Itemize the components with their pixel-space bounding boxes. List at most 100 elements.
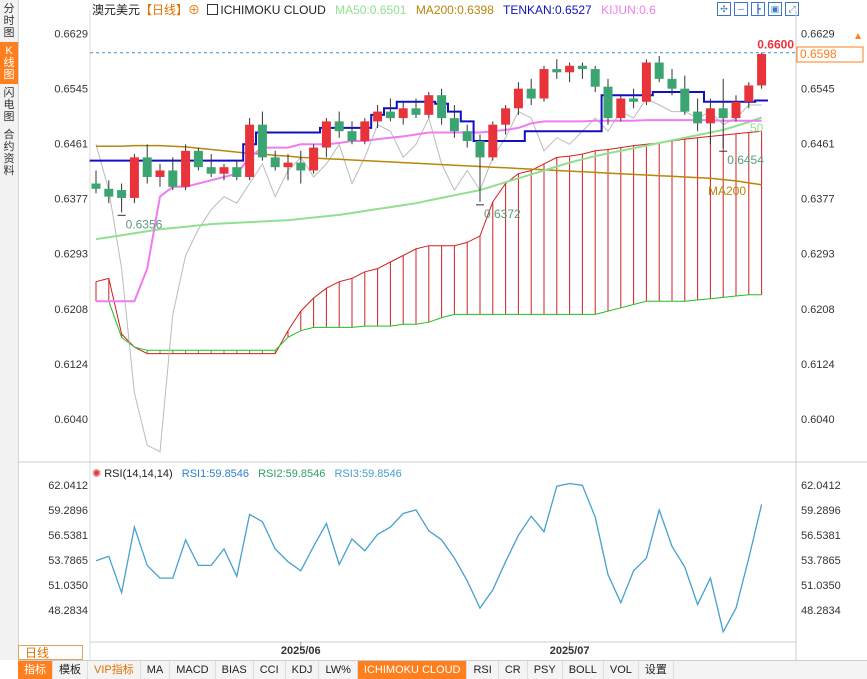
candle-body — [321, 121, 331, 148]
candle-body — [552, 69, 562, 73]
price-tick-left: 0.6629 — [54, 29, 88, 41]
candle-body — [513, 88, 523, 109]
period-selector[interactable]: 日线 — [18, 645, 83, 660]
candle-body — [641, 62, 651, 102]
sidebar-tab-2[interactable]: 闪电图 — [3, 87, 15, 123]
candle-body — [385, 111, 395, 119]
indicator-tab-cci[interactable]: CCI — [254, 661, 286, 679]
price-tick-left: 0.6461 — [54, 139, 88, 151]
candle-body — [437, 95, 447, 119]
tenkan-line — [89, 90, 768, 162]
candle-body — [309, 147, 319, 171]
rsi-gear-icon[interactable]: ✺ — [92, 468, 102, 480]
price-chart[interactable]: 0.6629 0.6629 0.6545 0.6545 0.6461 0.6461 0.63… — [0, 0, 867, 660]
candle-body — [565, 65, 575, 73]
candle-body — [398, 108, 408, 119]
price-tick-left: 0.6545 — [54, 84, 88, 96]
annotation-label: 0.6372 — [484, 207, 521, 221]
candle-body — [257, 124, 267, 158]
indicator-tab--[interactable]: 指标 — [18, 661, 53, 679]
kijun-line — [96, 119, 762, 303]
current-price-label: 0.6600 — [757, 38, 794, 52]
price-tick-right: 0.6545 — [801, 84, 835, 96]
candle-body — [232, 167, 242, 177]
indicator-tab--[interactable]: 设置 — [639, 661, 674, 679]
indicator-tab-ichimoku-cloud[interactable]: ICHIMOKU CLOUD — [357, 661, 468, 679]
candle-body — [270, 157, 280, 168]
indicator-tab-bias[interactable]: BIAS — [216, 661, 254, 679]
candle-body — [680, 88, 690, 112]
indicator-tab-vip-[interactable]: VIP指标 — [88, 661, 141, 679]
crosshair-icon[interactable]: ✣ — [717, 2, 731, 16]
price-tick-left: 0.6293 — [54, 249, 88, 261]
rsi-tick-right: 48.2834 — [801, 605, 841, 617]
tenkan-label: TENKAN:0.6527 — [503, 3, 592, 17]
candle-body — [296, 162, 306, 171]
rsi-legend: ✺ RSI(14,14,14) RSI1:59.8546 RSI2:59.8546… — [92, 467, 408, 480]
annotation-label: MA200 — [708, 184, 746, 198]
candle-body — [488, 124, 498, 158]
candle-body — [757, 54, 767, 86]
candle-body — [718, 108, 728, 119]
candle-body — [142, 157, 152, 177]
price-tick-left: 0.6040 — [54, 414, 88, 426]
candle-body — [283, 162, 293, 168]
candle-body — [347, 131, 357, 142]
chart-type-icon[interactable]: ┣ — [751, 2, 765, 16]
rsi-tick-left: 62.0412 — [48, 480, 88, 492]
indicator-tab--[interactable]: 模板 — [53, 661, 88, 679]
candle-body — [731, 101, 741, 119]
fullscreen-icon[interactable]: ⤢ — [785, 2, 799, 16]
price-tick-right: 0.6040 — [801, 414, 835, 426]
candle-body — [629, 98, 639, 102]
rsi2-label: RSI2:59.8546 — [258, 468, 326, 480]
indicator-tab-boll[interactable]: BOLL — [563, 661, 604, 679]
rsi-tick-right: 51.0350 — [801, 580, 841, 592]
settings-icon[interactable]: ⊕ — [188, 3, 201, 17]
rsi1-label: RSI1:59.8546 — [181, 468, 250, 480]
candle-body — [91, 183, 101, 189]
candle-body — [360, 121, 370, 142]
rsi-tick-left: 56.5381 — [48, 530, 88, 542]
candle-body — [334, 121, 344, 132]
sidebar-tab-3[interactable]: 合约资料 — [3, 129, 15, 177]
indicator-tab-vol[interactable]: VOL — [604, 661, 639, 679]
ma200-label: MA200:0.6398 — [415, 3, 494, 17]
senkou-b-line — [96, 294, 762, 351]
candle-body — [475, 141, 485, 158]
symbol-label: 澳元美元 — [92, 3, 141, 17]
candle-body — [117, 190, 127, 198]
rsi3-label: RSI3:59.8546 — [334, 468, 402, 480]
indicator-tab-cr[interactable]: CR — [499, 661, 528, 679]
annotation-label: 50 — [750, 121, 764, 135]
candle-body — [744, 85, 754, 102]
indicator-tab-lw-[interactable]: LW% — [319, 661, 358, 679]
indicator-tab-macd[interactable]: MACD — [170, 661, 216, 679]
indicator-tab-rsi[interactable]: RSI — [467, 661, 499, 679]
x-tick-label: 2025/06 — [281, 645, 321, 657]
candle-body — [129, 157, 139, 198]
candle-body — [411, 108, 421, 115]
candle-body — [577, 65, 587, 70]
zoom-out-icon[interactable]: ─ — [734, 2, 748, 16]
price-tick-right: 0.6629 — [801, 29, 835, 41]
indicator-tab-kdj[interactable]: KDJ — [286, 661, 320, 679]
candle-body — [705, 108, 715, 124]
sidebar-tab-0[interactable]: 分时图 — [3, 3, 15, 39]
rsi-tick-left: 59.2896 — [48, 505, 88, 517]
price-tick-left: 0.6124 — [54, 359, 88, 371]
period-label[interactable]: 【日线】 — [140, 3, 189, 17]
candle-body — [424, 95, 434, 115]
candle-body — [693, 111, 703, 124]
candle-body — [590, 69, 600, 87]
annotation-label: 0.6454 — [727, 153, 764, 167]
indicator-checkbox-icon[interactable] — [207, 4, 219, 15]
indicator-tab-ma[interactable]: MA — [141, 661, 171, 679]
candle-body — [539, 69, 549, 99]
x-tick-label: 2025/07 — [550, 645, 590, 657]
screenshot-icon[interactable]: ▣ — [768, 2, 782, 16]
indicator-tab-psy[interactable]: PSY — [528, 661, 563, 679]
price-tick-right: 0.6461 — [801, 139, 835, 151]
candle-body — [219, 167, 229, 174]
